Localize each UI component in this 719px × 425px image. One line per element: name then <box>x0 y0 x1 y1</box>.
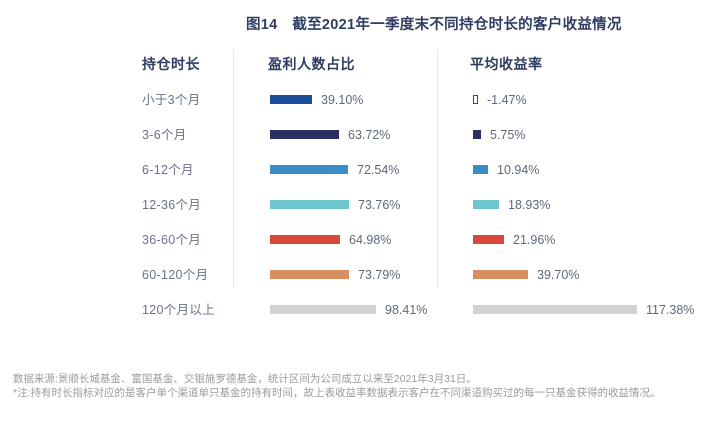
holding-period-label: 小于3个月 <box>142 93 201 107</box>
holding-period-label: 120个月以上 <box>142 303 215 317</box>
profit-ratio-bar <box>270 165 348 174</box>
chart-row: 12-36个月 73.76% 18.93% <box>0 194 719 216</box>
profit-ratio-value: 72.54% <box>357 163 400 177</box>
avg-return-bar <box>473 95 478 104</box>
column-header-avg-return: 平均收益率 <box>470 56 543 72</box>
profit-ratio-bar <box>270 235 340 244</box>
chart-row: 120个月以上 98.41% 117.38% <box>0 299 719 321</box>
column-divider <box>233 50 234 287</box>
avg-return-value: 10.94% <box>497 163 540 177</box>
avg-return-bar <box>473 200 499 209</box>
chart-row: 60-120个月 73.79% 39.70% <box>0 264 719 286</box>
avg-return-bar <box>473 130 481 139</box>
footer-notes: 数据来源:景顺长城基金、富国基金、交银施罗德基金，统计区间为公司成立以来至202… <box>13 372 713 400</box>
chart-row: 3-6个月 63.72% 5.75% <box>0 124 719 146</box>
chart-row: 6-12个月 72.54% 10.94% <box>0 159 719 181</box>
chart-row: 36-60个月 64.98% 21.96% <box>0 229 719 251</box>
profit-ratio-bar <box>270 305 376 314</box>
profit-ratio-value: 39.10% <box>321 93 364 107</box>
profit-ratio-value: 73.76% <box>358 198 401 212</box>
data-source-note: 数据来源:景顺长城基金、富国基金、交银施罗德基金，统计区间为公司成立以来至202… <box>13 373 477 385</box>
avg-return-bar <box>473 165 488 174</box>
holding-period-label: 60-120个月 <box>142 268 209 282</box>
profit-ratio-bar <box>270 130 339 139</box>
profit-ratio-value: 64.98% <box>349 233 392 247</box>
footnote: *注:持有时长指标对应的是客户单个渠道单只基金的持有时间，故上表收益率数据表示客… <box>13 387 661 399</box>
avg-return-value: -1.47% <box>487 93 527 107</box>
figure-title: 图14 截至2021年一季度末不同持仓时长的客户收益情况 <box>246 17 622 33</box>
avg-return-value: 21.96% <box>513 233 556 247</box>
profit-ratio-value: 98.41% <box>385 303 428 317</box>
avg-return-bar <box>473 305 637 314</box>
avg-return-value: 117.38% <box>646 303 695 317</box>
chart-row: 小于3个月 39.10% -1.47% <box>0 89 719 111</box>
holding-period-label: 36-60个月 <box>142 233 202 247</box>
profit-ratio-value: 63.72% <box>348 128 391 142</box>
avg-return-value: 39.70% <box>537 268 580 282</box>
avg-return-bar <box>473 270 528 279</box>
column-header-profit-ratio: 盈利人数占比 <box>268 56 355 72</box>
holding-period-label: 6-12个月 <box>142 163 194 177</box>
holding-period-label: 3-6个月 <box>142 128 187 142</box>
profit-ratio-bar <box>270 270 349 279</box>
avg-return-value: 18.93% <box>508 198 551 212</box>
profit-ratio-bar <box>270 200 349 209</box>
holding-period-label: 12-36个月 <box>142 198 202 212</box>
avg-return-value: 5.75% <box>490 128 526 142</box>
profit-ratio-value: 73.79% <box>358 268 401 282</box>
profit-ratio-bar <box>270 95 312 104</box>
column-header-holding-period: 持仓时长 <box>142 56 200 72</box>
column-divider <box>437 50 438 287</box>
avg-return-bar <box>473 235 504 244</box>
